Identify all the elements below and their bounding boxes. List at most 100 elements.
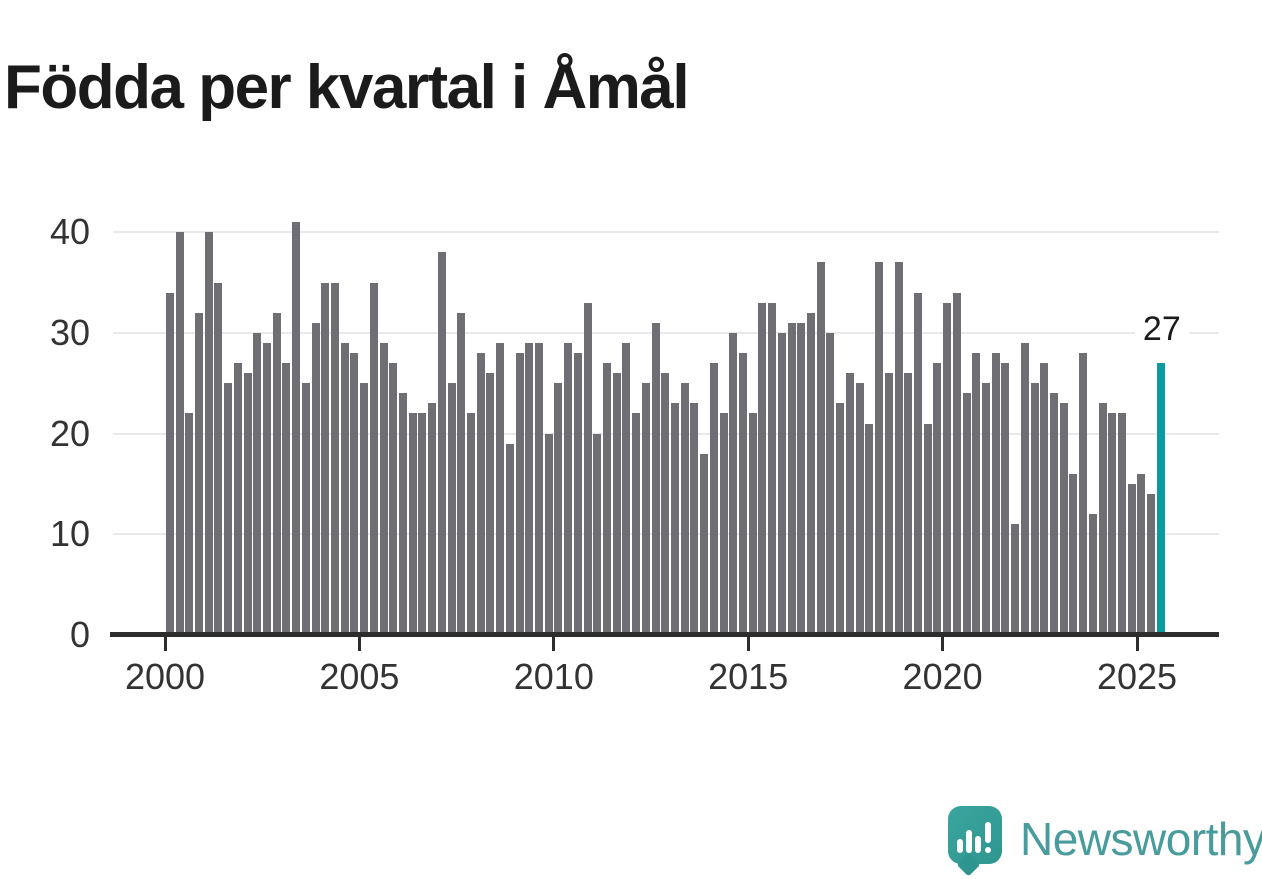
bar [1011, 524, 1020, 635]
bar [972, 353, 981, 635]
x-axis-line [110, 632, 1219, 637]
bar [845, 373, 854, 635]
bar [1069, 473, 1078, 635]
bar [952, 292, 961, 635]
bar [904, 373, 913, 635]
page-title: Födda per kvartal i Åmål [4, 52, 690, 122]
bar [933, 363, 942, 635]
bar [768, 302, 777, 635]
bar [398, 393, 407, 635]
bar [379, 342, 388, 635]
bar [981, 383, 990, 635]
x-axis-tick [1135, 637, 1139, 651]
bar [165, 292, 174, 635]
bar [428, 403, 437, 635]
logo-bar-icon [957, 839, 963, 853]
logo-bubble-tail-icon [956, 852, 981, 877]
bar [603, 363, 612, 635]
bar [457, 312, 466, 635]
x-axis-tick [163, 637, 167, 651]
y-axis-label: 20 [49, 412, 90, 454]
bar [709, 363, 718, 635]
x-axis-tick [941, 637, 945, 651]
bar [272, 312, 281, 635]
x-axis-label: 2000 [124, 656, 206, 697]
gridline [113, 331, 1219, 334]
bar [622, 342, 631, 635]
bar [301, 383, 310, 635]
bar [515, 353, 524, 635]
bar [418, 413, 427, 635]
x-axis-label: 2020 [902, 656, 983, 697]
bar [583, 302, 592, 635]
bar [253, 332, 262, 635]
bar [690, 403, 699, 635]
bar [719, 413, 728, 635]
x-axis-label: 2010 [513, 656, 594, 697]
last-value-label: 27 [1134, 310, 1189, 349]
bar [505, 443, 514, 635]
bar [612, 373, 621, 635]
bar [204, 232, 213, 635]
bar [1147, 494, 1156, 635]
bar [651, 322, 660, 635]
bar [321, 282, 330, 635]
newsworthy-logo[interactable]: Newsworthy [946, 804, 1262, 877]
gridline [113, 231, 1219, 234]
logo-bar-icon [975, 836, 981, 853]
bar [913, 292, 922, 635]
bar [777, 332, 786, 635]
x-axis-label: 2015 [708, 656, 789, 697]
bar [826, 332, 835, 635]
bar [1020, 342, 1029, 635]
bar [330, 282, 339, 635]
bar [865, 423, 874, 635]
bar [748, 413, 757, 635]
bar [496, 342, 505, 635]
bar [243, 373, 252, 635]
bar [894, 262, 903, 635]
bar [233, 363, 242, 635]
bar [185, 413, 194, 635]
bar [194, 312, 203, 635]
bar [1059, 403, 1068, 635]
bar [340, 342, 349, 635]
bar [1098, 403, 1107, 635]
bar [739, 353, 748, 635]
bar [1108, 413, 1117, 635]
newsworthy-wordmark: Newsworthy [1020, 813, 1262, 865]
logo-bar-icon [966, 830, 972, 853]
bar [1030, 383, 1039, 635]
bar [962, 393, 971, 635]
bar [447, 383, 456, 635]
bar [544, 433, 553, 635]
bar [408, 413, 417, 635]
bar [875, 262, 884, 635]
bar [224, 383, 233, 635]
bar [855, 383, 864, 635]
newsworthy-logo-icon [948, 806, 1002, 877]
bar [437, 252, 446, 635]
bar [593, 433, 602, 635]
bar [943, 302, 952, 635]
bar [1127, 483, 1136, 635]
y-axis-label: 10 [49, 513, 90, 555]
bar [369, 282, 378, 635]
bar [486, 373, 495, 635]
bar [262, 342, 271, 635]
bar [671, 403, 680, 635]
x-axis-label: 2025 [1096, 656, 1178, 697]
x-axis-tick [746, 637, 750, 651]
bar [175, 232, 184, 635]
bar [573, 353, 582, 635]
bar [641, 383, 650, 635]
highlighted-bar [1156, 363, 1165, 635]
bar [214, 282, 223, 635]
bar [350, 353, 359, 635]
y-axis-label: 40 [49, 211, 90, 253]
bar [1137, 473, 1146, 635]
bar [1079, 353, 1088, 635]
bar [554, 383, 563, 635]
x-axis-label: 2005 [319, 656, 400, 697]
bar [360, 383, 369, 635]
